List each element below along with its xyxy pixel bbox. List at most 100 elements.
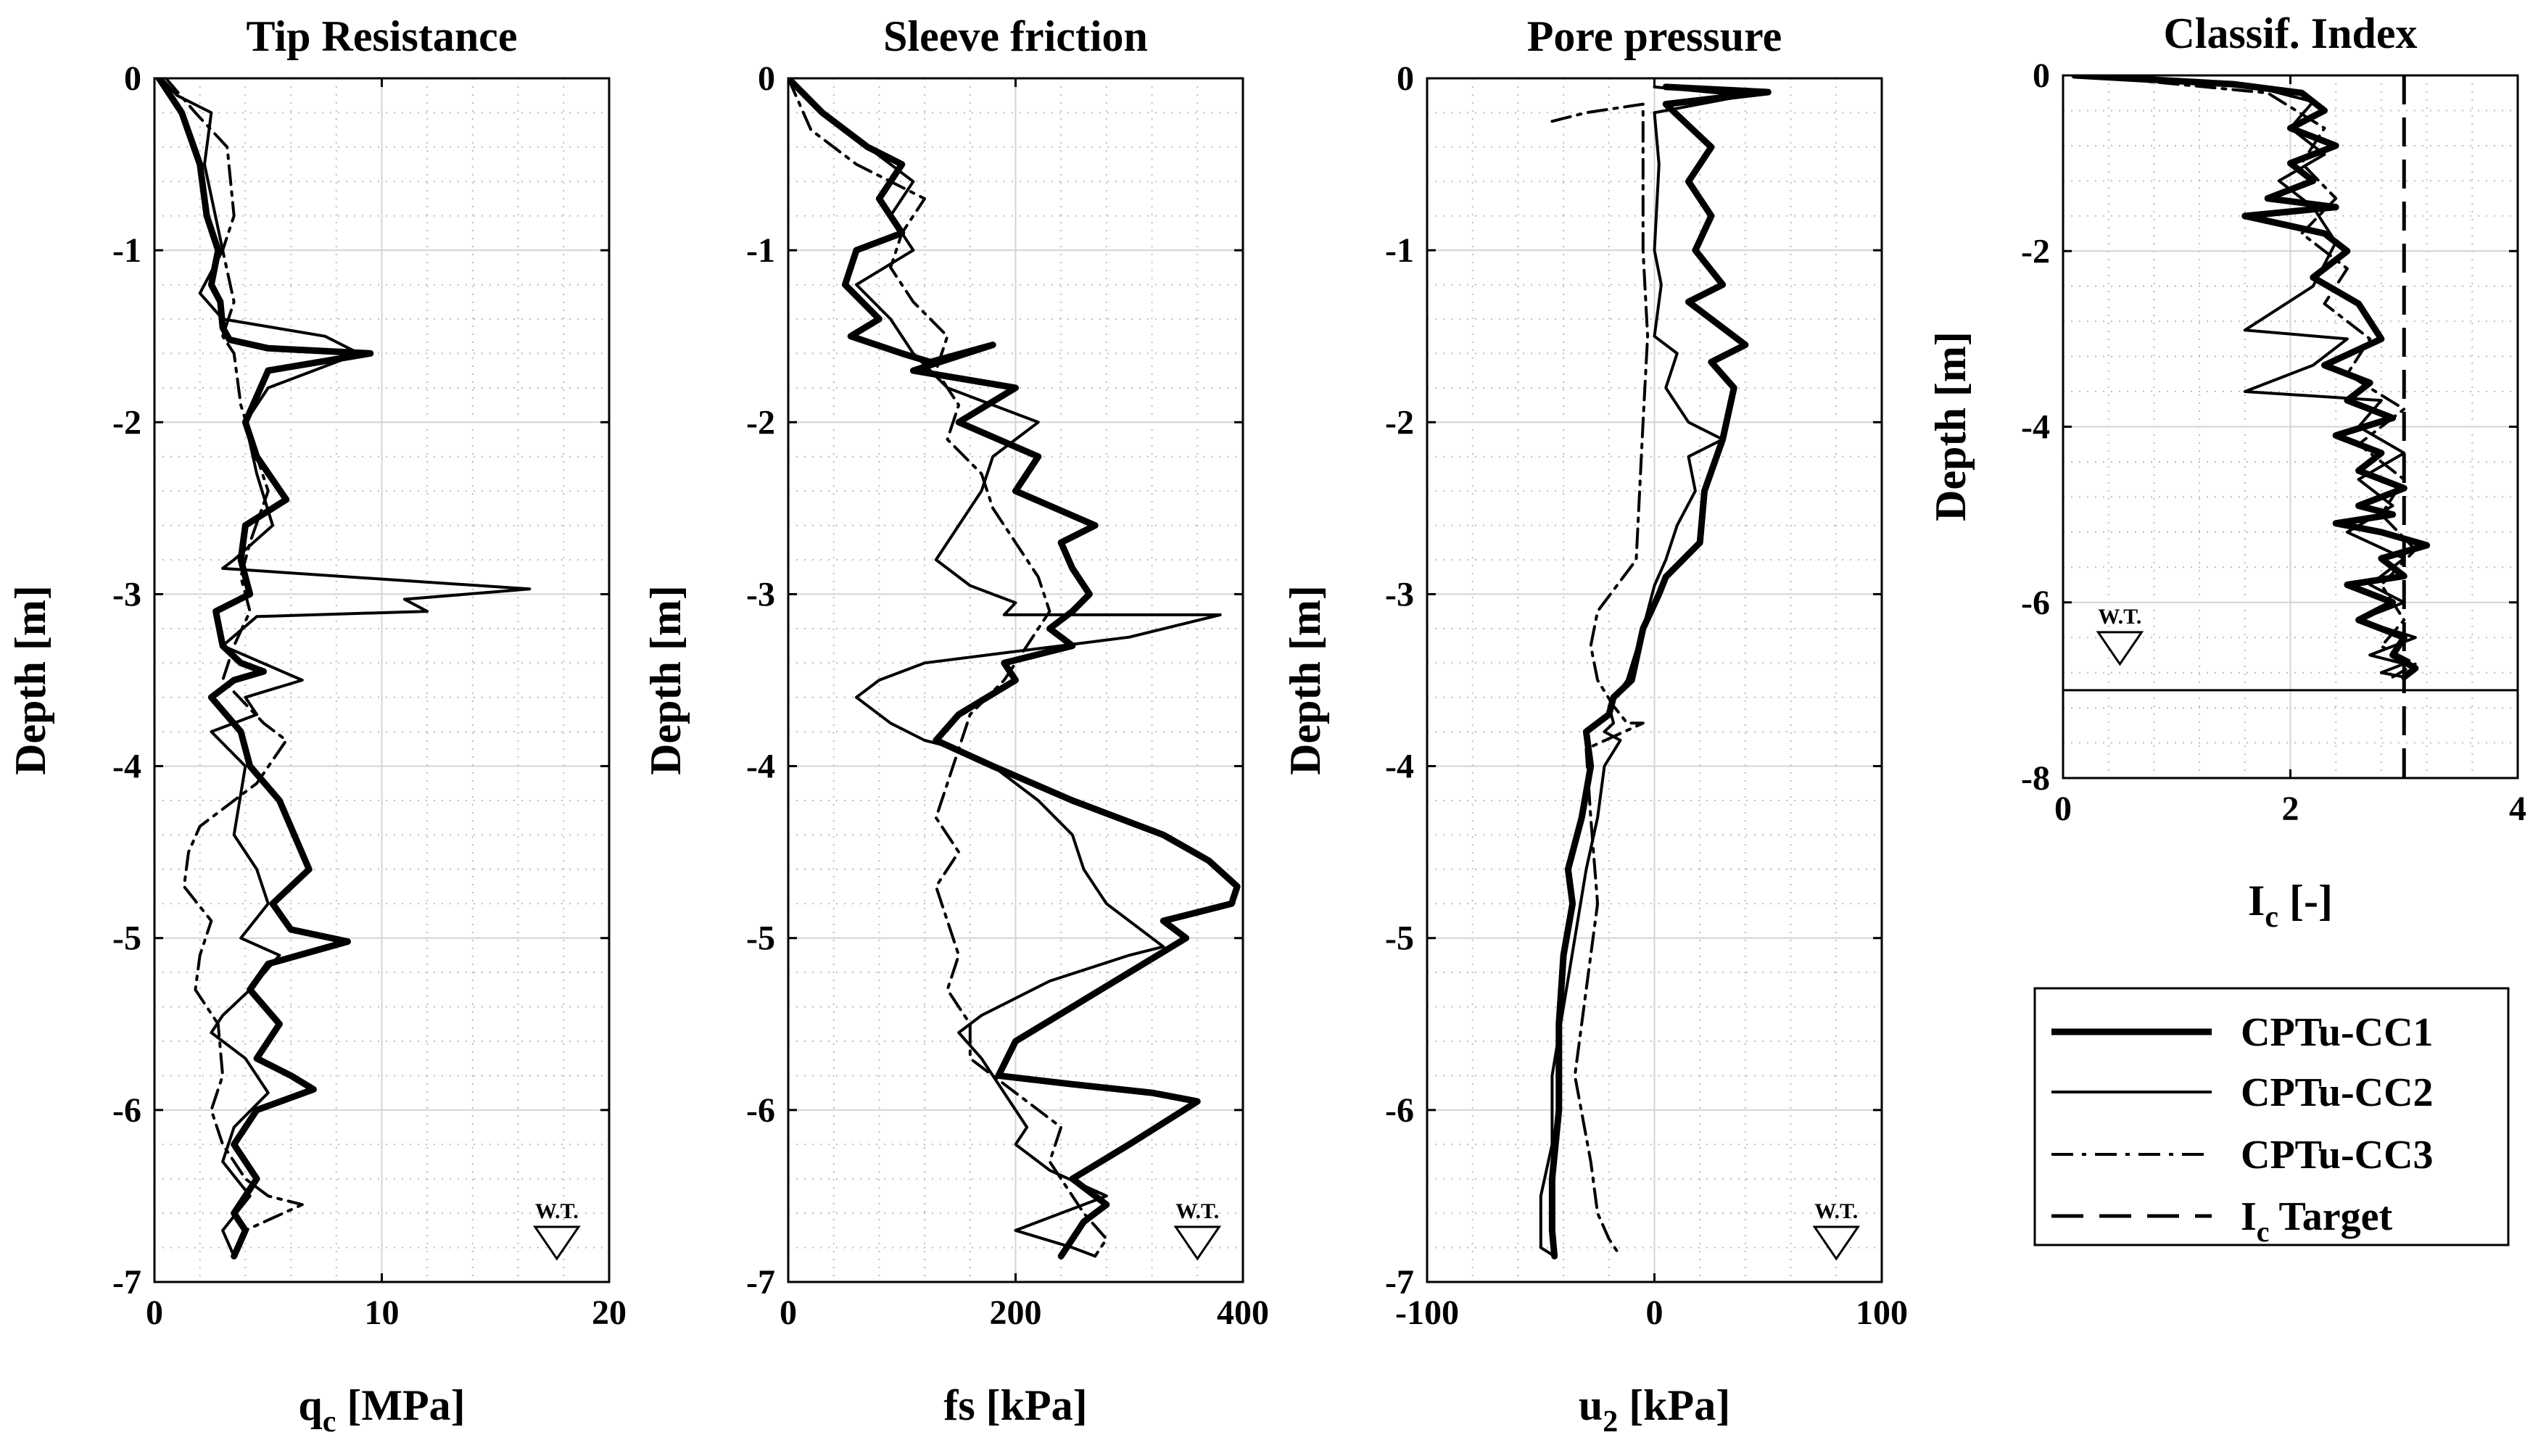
- series-cptu-cc3: [2084, 75, 2417, 679]
- data-area: [788, 78, 1241, 1259]
- y-tick-label: -7: [112, 1263, 141, 1302]
- water-table-triangle-icon: [533, 1225, 581, 1261]
- y-tick-label: -6: [1385, 1091, 1414, 1130]
- x-tick-label: 200: [990, 1294, 1042, 1332]
- series-cptu-cc3: [164, 78, 304, 1258]
- y-tick-label: -2: [112, 403, 141, 442]
- y-tick-label: -6: [746, 1091, 775, 1130]
- y-axis-label: Depth [m]: [642, 585, 690, 775]
- legend-label: CPTu-CC3: [2241, 1133, 2434, 1178]
- y-tick-label: -6: [112, 1091, 141, 1130]
- data-area: [155, 78, 532, 1259]
- y-tick-label: -1: [746, 231, 775, 270]
- x-axis-label-unit: [MPa]: [336, 1381, 465, 1429]
- y-tick-label: -3: [1385, 575, 1414, 613]
- series-cptu-cc1: [2071, 75, 2431, 681]
- panel-1: 0 10 20 0 -1 -2 -3 -4 -5 -6 -7 Tip Resistance qc [MP…: [7, 12, 627, 1439]
- x-axis-label-main: fs [kPa]: [943, 1381, 1087, 1429]
- water-table-marker: W.T.: [2096, 605, 2144, 666]
- series-cptu-cc2: [788, 78, 1222, 1258]
- legend-label-suffix: Target: [2270, 1194, 2393, 1239]
- series-cptu-cc1: [788, 78, 1241, 1259]
- x-tick-label: 10: [365, 1294, 400, 1332]
- y-tick-label: -7: [746, 1263, 775, 1302]
- y-axis-label: Depth [m]: [7, 585, 54, 775]
- x-axis-label-unit: [-]: [2278, 877, 2333, 925]
- x-tick-label: 0: [2054, 790, 2072, 828]
- legend-label-subscript: c: [2257, 1215, 2270, 1248]
- panel-title: Sleeve friction: [883, 12, 1148, 60]
- x-tick-label: 0: [146, 1294, 163, 1332]
- panel-title: Pore pressure: [1527, 12, 1782, 60]
- y-tick-label: -5: [112, 919, 141, 958]
- x-axis-label: fs [kPa]: [943, 1381, 1087, 1429]
- x-axis-label-main: q: [298, 1381, 322, 1429]
- y-tick-label: -4: [1385, 748, 1414, 786]
- y-tick-label: -6: [2021, 584, 2050, 622]
- x-tick-label: 100: [1856, 1294, 1908, 1332]
- panel-title: Classif. Index: [2163, 9, 2417, 57]
- x-tick-label: 20: [592, 1294, 627, 1332]
- series-cptu-cc2: [1539, 85, 1747, 1258]
- legend-label: Ic Target: [2241, 1194, 2392, 1248]
- data-area: [2063, 75, 2518, 778]
- water-table-marker: W.T.: [533, 1199, 581, 1261]
- water-table-label: W.T.: [1175, 1199, 1219, 1223]
- legend-label-main: I: [2241, 1194, 2257, 1239]
- x-tick-label: -100: [1395, 1294, 1459, 1332]
- series-cptu-cc3: [788, 78, 1108, 1258]
- x-axis-label-subscript: c: [323, 1405, 336, 1439]
- legend-label: CPTu-CC1: [2241, 1010, 2434, 1055]
- x-tick-label: 2: [2282, 790, 2299, 828]
- y-tick-label: -4: [112, 748, 141, 786]
- x-tick-label: 0: [780, 1294, 797, 1332]
- y-tick-label: 0: [758, 59, 775, 98]
- y-tick-label: -8: [2021, 759, 2050, 798]
- series-cptu-cc1: [1548, 83, 1772, 1259]
- y-tick-label: 0: [1397, 59, 1414, 98]
- y-tick-label: -3: [112, 575, 141, 613]
- series-cptu-cc2: [2084, 75, 2417, 679]
- panel-title: Tip Resistance: [247, 12, 518, 60]
- x-tick-label: 4: [2509, 790, 2526, 828]
- y-tick-label: 0: [124, 59, 141, 98]
- x-axis-label: qc [MPa]: [298, 1381, 465, 1439]
- legend-label-main: CPTu-CC2: [2241, 1070, 2434, 1115]
- legend-label-main: CPTu-CC3: [2241, 1133, 2434, 1178]
- water-table-marker: W.T.: [1812, 1199, 1861, 1261]
- water-table-marker: W.T.: [1173, 1199, 1222, 1261]
- y-tick-label: -5: [1385, 919, 1414, 958]
- legend-label: CPTu-CC2: [2241, 1070, 2434, 1115]
- y-axis-label: Depth [m]: [1927, 331, 1975, 521]
- x-tick-label: 400: [1217, 1294, 1269, 1332]
- water-table-triangle-icon: [1173, 1225, 1222, 1261]
- x-axis-label-subscript: c: [2265, 901, 2278, 934]
- data-area: [1539, 83, 1772, 1259]
- y-tick-label: -4: [2021, 408, 2050, 447]
- series-cptu-cc1: [155, 78, 374, 1259]
- legend: CPTu-CC1 CPTu-CC2 CPTu-CC3 Ic Target: [2033, 987, 2510, 1248]
- y-tick-label: -3: [746, 575, 775, 613]
- y-axis-label: Depth [m]: [1281, 585, 1329, 775]
- y-tick-label: 0: [2033, 57, 2050, 95]
- legend-label-main: CPTu-CC1: [2241, 1010, 2434, 1055]
- panel-2: 0 200 400 0 -1 -2 -3 -4 -5 -6 -7 Sleeve friction fs …: [642, 12, 1269, 1429]
- x-axis-label-main: u: [1579, 1381, 1603, 1429]
- x-axis-label-unit: [kPa]: [1618, 1381, 1730, 1429]
- y-tick-label: -2: [746, 403, 775, 442]
- panel-4: 0 2 4 0 -2 -4 -6 -8 Classif. Index Ic [-] Depth [m…: [1927, 9, 2526, 934]
- water-table-label: W.T.: [535, 1199, 579, 1223]
- series-cptu-cc3: [1550, 102, 1650, 1258]
- water-table-triangle-icon: [1812, 1225, 1861, 1261]
- x-axis-label-subscript: 2: [1603, 1405, 1618, 1439]
- series-cptu-cc2: [160, 78, 532, 1258]
- y-tick-label: -2: [1385, 403, 1414, 442]
- water-table-label: W.T.: [2098, 605, 2141, 629]
- y-tick-label: -2: [2021, 232, 2050, 270]
- x-tick-label: 0: [1646, 1294, 1663, 1332]
- x-axis-label: Ic [-]: [2248, 877, 2333, 934]
- y-tick-label: -7: [1385, 1263, 1414, 1302]
- x-axis-label: u2 [kPa]: [1579, 1381, 1730, 1439]
- panel-3: -100 0 100 0 -1 -2 -3 -4 -5 -6 -7 Pore pressure u2 […: [1281, 12, 1908, 1439]
